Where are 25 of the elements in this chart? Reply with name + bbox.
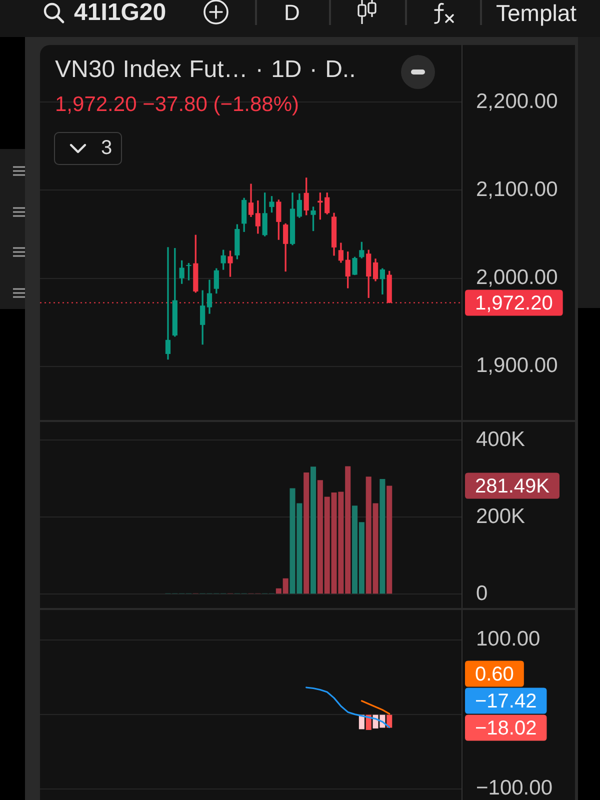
text: 0.60 xyxy=(475,663,514,686)
y-tick-label: 200K xyxy=(476,504,526,528)
text: 1,972.20 −37.80 (−1.88%) xyxy=(55,92,300,118)
text: −18.02 xyxy=(475,717,537,740)
bar xyxy=(310,466,316,594)
bar xyxy=(386,486,392,594)
bar xyxy=(380,478,386,594)
bar xyxy=(304,472,310,594)
text: −17.42 xyxy=(475,690,537,712)
annotation: 3 xyxy=(101,136,112,161)
text: VN30 Index Fut… · 1D · D.. xyxy=(55,55,356,85)
candlestick xyxy=(165,247,171,360)
y-tick-label: 0 xyxy=(476,582,488,605)
y-tick-label: 2,200.00 xyxy=(476,90,558,114)
y-tick-label: 2,000.00 xyxy=(476,266,558,290)
y-tick-label: 2,100.00 xyxy=(476,178,558,202)
y-tick-label: 400K xyxy=(476,428,526,451)
text: 41I1G20 xyxy=(74,0,166,26)
text: Templat xyxy=(496,0,577,26)
text: D xyxy=(284,0,300,26)
y-tick-label: 100.00 xyxy=(476,628,540,651)
text: 281.49K xyxy=(475,475,550,498)
y-tick-label: −100.00 xyxy=(476,776,552,800)
y-tick-label: 1,900.00 xyxy=(476,354,558,378)
ref-line-label: 1,972.20 xyxy=(475,292,553,314)
